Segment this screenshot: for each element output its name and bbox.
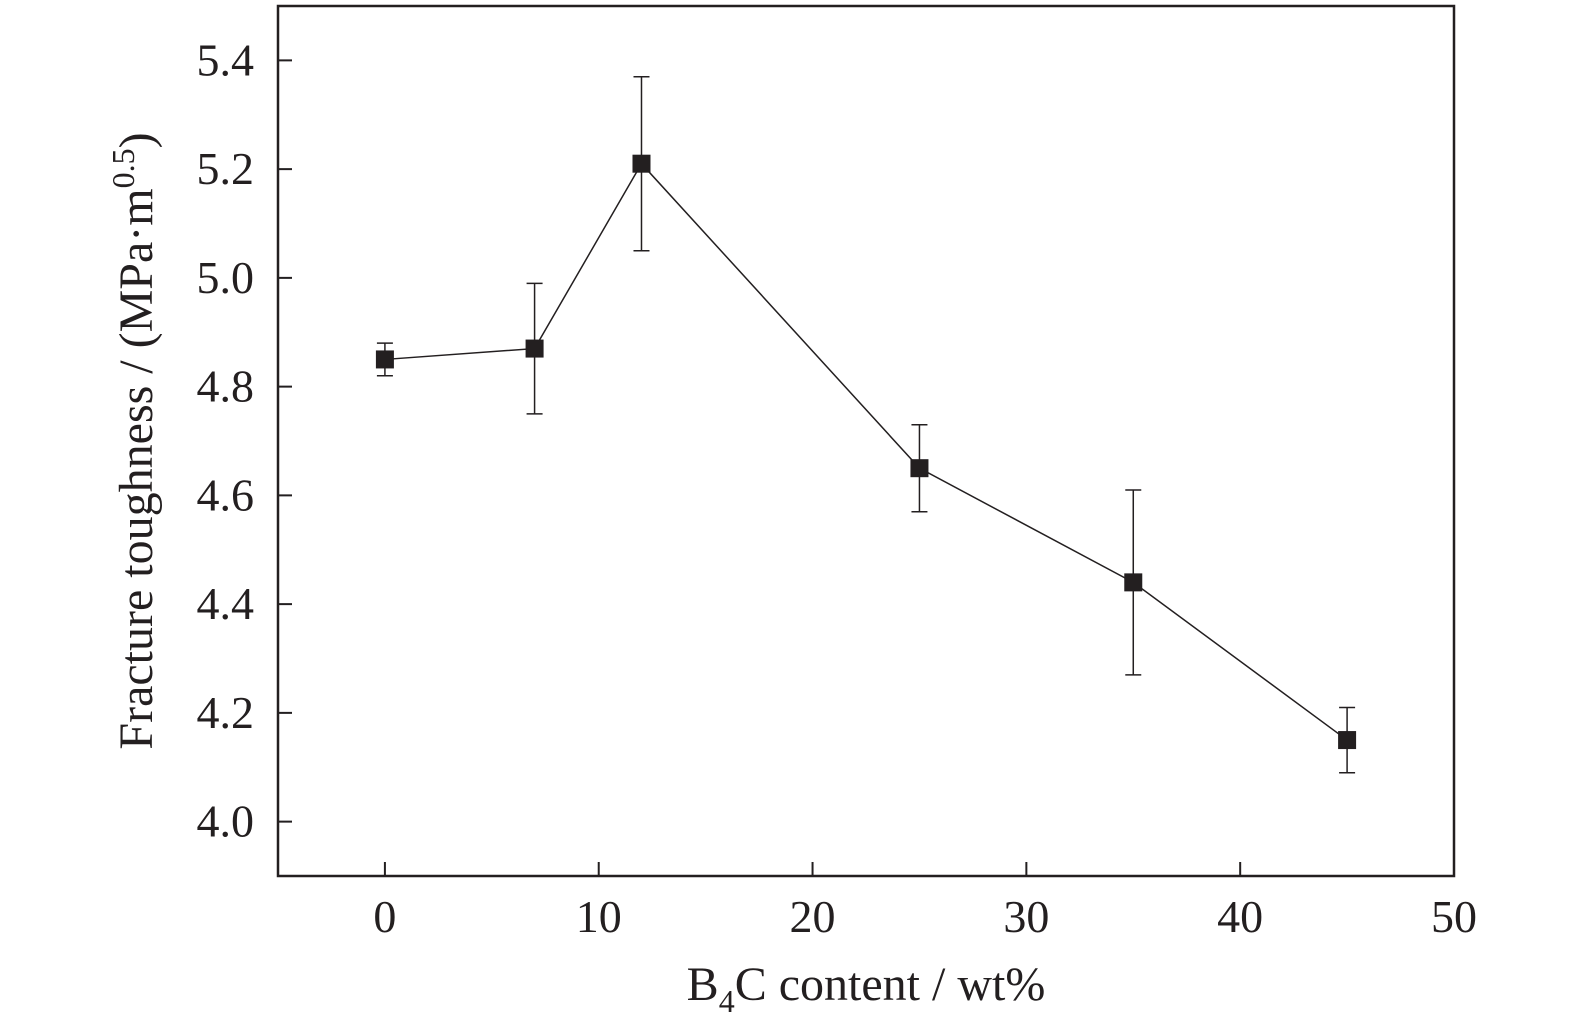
y-tick-label: 4.4 [197,578,255,629]
data-point [525,339,544,358]
x-tick-label: 20 [790,891,836,942]
x-tick-label: 0 [373,891,396,942]
y-tick-label: 4.8 [197,361,255,412]
y-axis-title-pre: Fracture toughness / (MPa·m [110,188,163,749]
data-point [1338,731,1357,750]
series-line [384,162,1348,741]
data-point [1124,573,1143,592]
x-tick-label: 40 [1217,891,1263,942]
x-tick-label: 30 [1003,891,1049,942]
y-tick-label: 5.2 [197,143,255,194]
x-tick-label: 10 [576,891,622,942]
x-axis-title-post: C content / wt% [735,958,1046,1011]
x-axis-title-sub: 4 [719,983,735,1019]
y-axis-title: Fracture toughness / (MPa·m0.5) [105,132,163,749]
y-tick-label: 4.2 [197,687,255,738]
x-tick-label: 50 [1431,891,1477,942]
y-tick-label: 4.6 [197,469,255,520]
x-axis-title-pre: B [687,958,719,1011]
x-axis-title: B4C content / wt% [687,958,1046,1019]
plot-frame [276,4,1456,878]
y-tick-label: 4.0 [197,796,255,847]
y-axis-title-post: ) [110,132,163,148]
data-point [910,459,929,478]
series-fracture-toughness [375,75,1357,774]
y-axis-ticks: 4.0 4.2 4.4 4.6 4.8 5.0 5.2 5.4 [197,34,292,847]
y-tick-label: 5.4 [197,34,255,85]
y-axis-title-sup: 0.5 [105,148,141,188]
x-axis-ticks: 0 10 20 30 40 50 [373,862,1477,942]
data-point [632,154,651,173]
y-tick-label: 5.0 [197,252,255,303]
data-point [375,350,394,369]
